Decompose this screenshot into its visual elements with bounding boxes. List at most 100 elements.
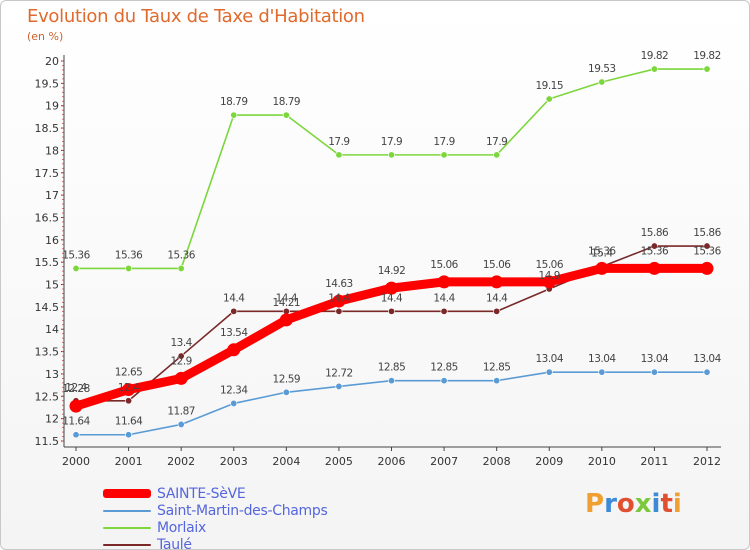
sainte-seve-point: [700, 261, 714, 275]
morlaix-point: [125, 264, 133, 272]
legend-item-taule: Taulé: [103, 536, 327, 549]
y-tick-label: 18: [45, 144, 59, 157]
x-tick-label: 2008: [483, 455, 511, 468]
morlaix-data-label: 17.9: [328, 136, 349, 148]
x-tick-label: 2003: [220, 455, 248, 468]
saint-martin-des-champs-data-label: 12.85: [378, 362, 406, 374]
legend-label: SAINTE-SèVE: [157, 485, 246, 502]
morlaix-point: [282, 111, 290, 119]
sainte-seve-point: [69, 399, 83, 413]
legend-item-sainte-seve: SAINTE-SèVE: [103, 485, 327, 502]
morlaix-point: [493, 151, 501, 159]
logo-letter: i: [651, 489, 661, 519]
x-tick-label: 2012: [693, 455, 721, 468]
unit-label: (en %): [27, 30, 64, 43]
morlaix-data-label: 17.9: [381, 136, 402, 148]
saint-martin-des-champs-data-label: 12.34: [220, 384, 248, 396]
legend-swatch: [103, 489, 151, 498]
y-tick-label: 20: [45, 55, 59, 68]
morlaix-point: [230, 111, 238, 119]
taule-data-label: 15.86: [693, 227, 721, 239]
morlaix-point: [703, 65, 711, 73]
sainte-seve-point: [437, 275, 451, 289]
sainte-seve-point: [279, 313, 293, 327]
data-labels-layer: 15.36 15.36 15.36 18.79 18.79 17.9 17.9 17.9 17.…: [62, 50, 722, 428]
sainte-seve-data-label: 15.06: [430, 259, 458, 271]
sainte-seve-point: [490, 275, 504, 289]
x-tick-label: 2004: [272, 455, 300, 468]
y-tick-label: 14.5: [35, 301, 60, 314]
chart-title: Evolution du Taux de Taxe d'Habitation: [27, 6, 365, 27]
y-tick-label: 17.5: [35, 167, 60, 180]
y-tick-label: 19.5: [35, 77, 60, 90]
sainte-seve-point: [385, 281, 398, 295]
saint-martin-des-champs-data-label: 13.04: [641, 353, 669, 365]
legend: SAINTE-SèVE Saint-Martin-des-Champs Morlai…: [103, 485, 328, 549]
taule-data-label: 14.4: [486, 292, 508, 304]
taule-point: [125, 397, 133, 405]
x-tick-label: 2006: [378, 455, 406, 468]
saint-martin-des-champs-data-label: 13.04: [588, 353, 616, 365]
saint-martin-des-champs-data-label: 11.87: [167, 405, 195, 417]
taule-data-label: 12.4: [118, 382, 140, 394]
saint-martin-des-champs-point: [177, 420, 185, 428]
taule-data-label: 14.4: [276, 292, 298, 304]
sainte-seve-point: [542, 275, 556, 289]
saint-martin-des-champs-data-label: 13.04: [693, 353, 721, 365]
sainte-seve-data-label: 15.36: [588, 245, 616, 257]
taule-data-label: 14.4: [433, 292, 455, 304]
logo-letter: o: [616, 489, 635, 519]
taule-point: [177, 352, 185, 360]
taule-data-label: 13.4: [170, 337, 192, 349]
y-tick-label: 11.5: [35, 435, 60, 448]
x-tick-label: 2007: [430, 455, 458, 468]
taule-point: [703, 242, 711, 250]
sainte-seve-data-label: 12.9: [170, 355, 191, 367]
sainte-seve-data-label: 14.92: [378, 265, 406, 277]
taule-point: [440, 307, 448, 315]
saint-martin-des-champs-data-label: 11.64: [115, 416, 143, 428]
saint-martin-des-champs-point: [440, 377, 448, 385]
y-tick-label: 19: [45, 100, 59, 113]
saint-martin-des-champs-point: [230, 399, 238, 407]
morlaix-point: [72, 264, 80, 272]
taule-data-label: 14.4: [381, 292, 403, 304]
taule-data-label: 14.4: [328, 292, 350, 304]
axes: 11.5 12 12.5 13 13.5 14 14.5 15 15.5 16 16.5 17 17.5…: [35, 55, 721, 468]
saint-martin-des-champs-data-label: 12.59: [273, 373, 301, 385]
y-tick-label: 14: [45, 323, 59, 336]
saint-martin-des-champs-point: [125, 431, 133, 439]
x-tick-label: 2011: [640, 455, 668, 468]
morlaix-data-label: 19.15: [535, 80, 563, 92]
sainte-seve-data-label: 12.65: [115, 367, 143, 379]
morlaix-point: [650, 65, 658, 73]
y-tick-label: 13.5: [35, 346, 60, 359]
sainte-seve-point: [122, 383, 136, 397]
saint-martin-des-champs-point: [598, 368, 606, 376]
legend-swatch: [103, 509, 151, 512]
morlaix-data-label: 19.82: [641, 50, 669, 62]
taule-data-label: 14.9: [539, 270, 560, 282]
x-tick-label: 2010: [588, 455, 616, 468]
morlaix-data-label: 19.82: [693, 50, 721, 62]
taule-data-label: 14.4: [223, 292, 245, 304]
sainte-seve-data-label: 15.06: [535, 259, 563, 271]
sainte-seve-data-label: 13.54: [220, 327, 248, 339]
y-tick-label: 12: [45, 413, 59, 426]
legend-item-morlaix: Morlaix: [103, 519, 327, 536]
sainte-seve-point: [647, 261, 661, 275]
saint-martin-des-champs-point: [282, 388, 290, 396]
x-tick-label: 2009: [535, 455, 563, 468]
morlaix-point: [598, 78, 606, 86]
saint-martin-des-champs-point: [493, 377, 501, 385]
taule-point: [493, 307, 501, 315]
y-tick-label: 18.5: [35, 122, 60, 135]
y-tick-label: 12.5: [35, 390, 60, 403]
sainte-seve-data-label: 14.21: [273, 297, 301, 309]
taule-data-label: 12.4: [65, 382, 87, 394]
morlaix-point: [335, 151, 343, 159]
saint-martin-des-champs-point: [387, 377, 395, 385]
saint-martin-des-champs-point: [545, 368, 553, 376]
